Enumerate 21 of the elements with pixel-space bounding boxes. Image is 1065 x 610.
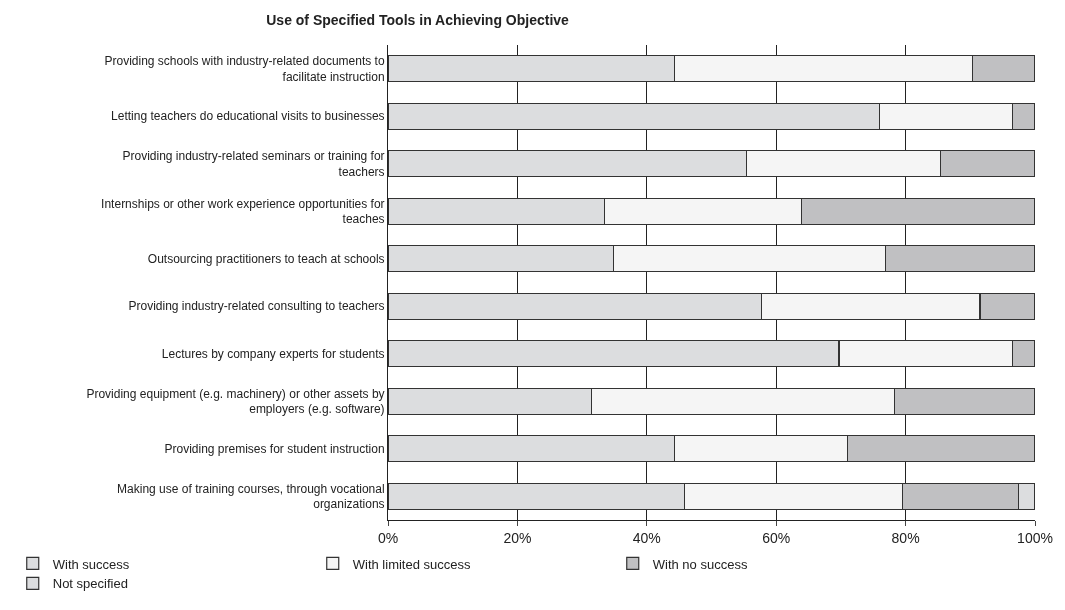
x-tick-label: 80% [891, 529, 920, 546]
x-tick-label: 0% [377, 529, 399, 546]
y-tick-label: Letting teachers do educational visits to businesses [111, 109, 385, 124]
y-tick-label: Providing industry-related consulting to teachers [128, 299, 385, 314]
y-tick-label: Providing schools with industry-related documents to facilitate instruction [104, 54, 385, 84]
y-tick-label: Internships or other work experience opportunities for teaches [101, 196, 385, 227]
y-tick-label: Providing premises for student instruction [164, 441, 385, 456]
x-tick-label: 100% [1017, 529, 1053, 546]
x-tick-label: 20% [503, 529, 532, 546]
legend-label: With success [52, 556, 130, 572]
y-tick-label: Providing industry-related seminars or training for teachers [122, 149, 385, 179]
legend-label: With no success [652, 556, 748, 572]
legend-label: Not specified [52, 576, 128, 592]
legend-label: With limited success [352, 556, 471, 572]
y-tick-label: Providing equipment (e.g. machinery) or other assets by employers (e.g. software) [86, 386, 385, 417]
y-tick-label: Lectures by company experts for students [161, 346, 385, 361]
x-tick-label: 40% [632, 529, 661, 546]
y-tick-label: Outsourcing practitioners to teach at schools [147, 251, 385, 266]
chart-title: Use of Specified Tools in Achieving Objective [266, 12, 570, 29]
y-tick-label: Making use of training courses, through vocational organizations [117, 481, 385, 512]
x-tick-label: 60% [762, 529, 791, 546]
